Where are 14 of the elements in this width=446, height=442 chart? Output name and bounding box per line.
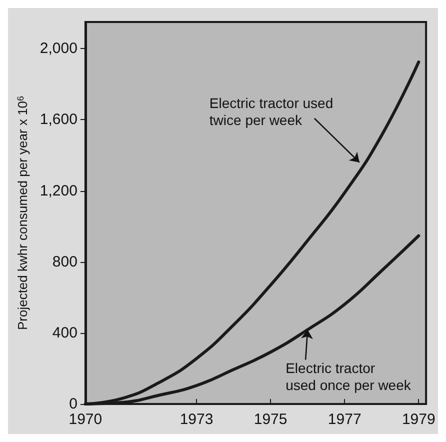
y-axis-title: Projected kwhr consumed per year x 106 bbox=[15, 96, 30, 330]
y-tick-label: 1,600 bbox=[40, 111, 78, 128]
y-tick-label: 1,200 bbox=[40, 182, 78, 200]
x-tick-label: 1977 bbox=[328, 411, 362, 428]
annotation: Electric tractor used twice per week bbox=[209, 94, 334, 128]
y-tick-label: 400 bbox=[52, 324, 78, 342]
y-tick-label: 800 bbox=[52, 253, 78, 270]
y-tick-label: 0 bbox=[69, 396, 78, 412]
y-tick-label: 2,000 bbox=[40, 40, 78, 58]
x-tick-label: 1970 bbox=[68, 411, 102, 428]
x-tick-label: 1975 bbox=[254, 411, 288, 428]
annotation: Electric tractor used once per week bbox=[286, 360, 412, 394]
x-tick-label: 1979 bbox=[402, 411, 436, 428]
x-tick-label: 1973 bbox=[180, 411, 214, 428]
